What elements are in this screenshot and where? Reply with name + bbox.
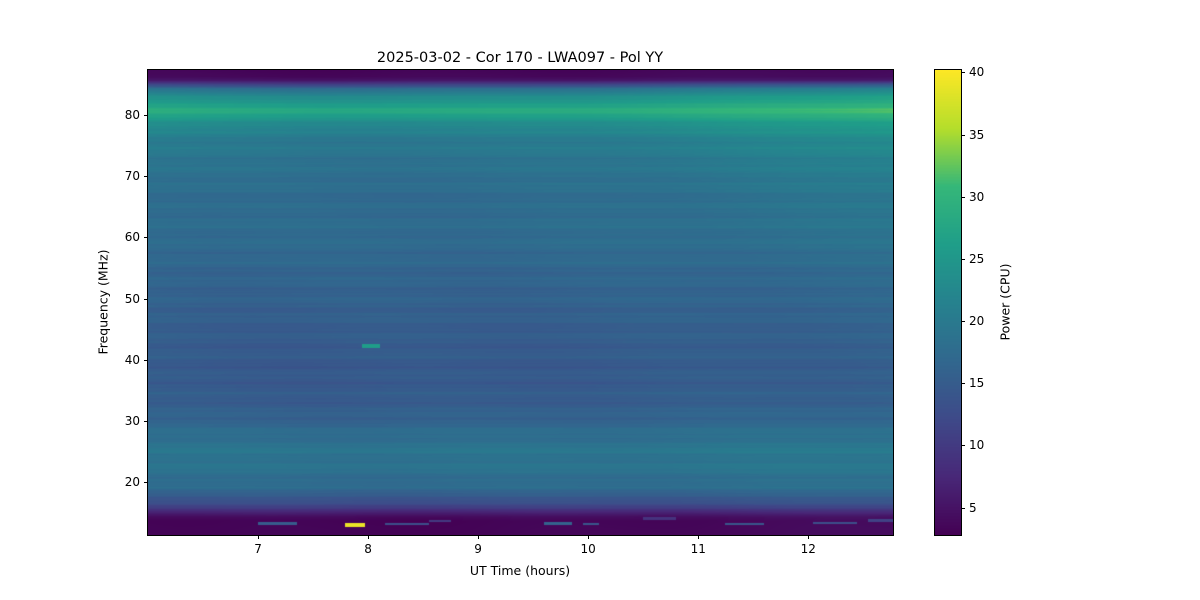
x-tick-mark	[368, 535, 370, 539]
colorbar-tick-label: 35	[969, 127, 985, 142]
y-axis-label: Frequency (MHz)	[95, 249, 111, 355]
x-tick-label: 8	[364, 542, 372, 556]
colorbar-tick-mark	[961, 258, 965, 260]
colorbar-tick-mark	[961, 383, 965, 385]
colorbar-canvas	[935, 70, 961, 535]
x-tick-mark	[588, 535, 590, 539]
y-tick-mark	[144, 176, 148, 178]
colorbar-tick-label: 20	[969, 314, 985, 329]
y-tick-mark	[144, 359, 148, 361]
colorbar-tick-label: 30	[969, 189, 985, 204]
y-tick-label: 80	[124, 108, 140, 123]
x-tick-mark	[478, 535, 480, 539]
colorbar-tick-mark	[961, 321, 965, 323]
colorbar-tick-mark	[961, 507, 965, 509]
colorbar-label: Power (CPU)	[997, 263, 1013, 341]
colorbar-tick-label: 25	[969, 251, 985, 266]
colorbar-tick-mark	[961, 445, 965, 447]
spectrogram-plot	[147, 69, 894, 536]
y-tick-label: 60	[124, 230, 140, 245]
x-tick-label: 12	[800, 542, 816, 556]
x-tick-label: 7	[254, 542, 262, 556]
x-axis-label: UT Time (hours)	[469, 563, 571, 578]
colorbar-tick-mark	[961, 134, 965, 136]
y-tick-label: 20	[124, 474, 140, 489]
x-tick-label: 11	[690, 542, 706, 556]
y-tick-mark	[144, 237, 148, 239]
colorbar-tick-mark	[961, 72, 965, 74]
y-tick-mark	[144, 298, 148, 300]
chart-title: 2025-03-02 - Cor 170 - LWA097 - Pol YY	[376, 50, 664, 66]
x-tick-label: 9	[474, 542, 482, 556]
y-tick-label: 50	[124, 291, 140, 306]
y-tick-label: 40	[124, 352, 140, 367]
x-tick-label: 10	[580, 542, 596, 556]
colorbar	[934, 69, 962, 536]
colorbar-tick-label: 5	[969, 500, 977, 515]
y-tick-label: 30	[124, 413, 140, 428]
x-tick-mark	[258, 535, 260, 539]
y-tick-mark	[144, 481, 148, 483]
y-tick-mark	[144, 115, 148, 117]
colorbar-tick-label: 40	[969, 65, 985, 80]
x-tick-mark	[698, 535, 700, 539]
colorbar-tick-label: 10	[969, 438, 985, 453]
y-tick-mark	[144, 420, 148, 422]
colorbar-tick-mark	[961, 196, 965, 198]
y-tick-label: 70	[124, 169, 140, 184]
x-tick-mark	[808, 535, 810, 539]
spectrogram-canvas	[148, 70, 893, 535]
colorbar-tick-label: 15	[969, 376, 985, 391]
